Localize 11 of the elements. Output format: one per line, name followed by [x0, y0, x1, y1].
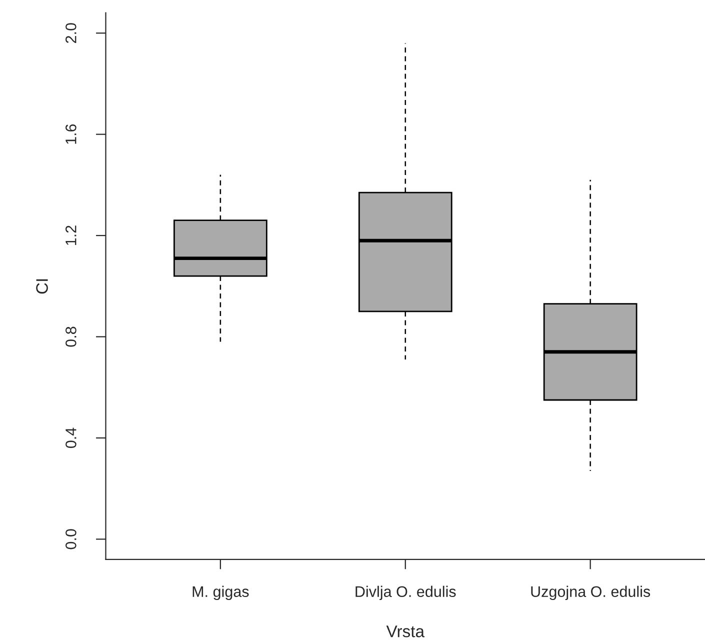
y-tick-label: 0.8 [66, 326, 76, 347]
x-axis-title: Vrsta [386, 626, 425, 638]
y-tick-label: 1.2 [66, 226, 76, 245]
x-tick-label: Divlja O. edulis [356, 586, 456, 600]
y-tick-label: 0.0 [66, 529, 76, 550]
y-axis-title: CI [36, 279, 48, 294]
y-tick-label: 2.0 [66, 23, 76, 43]
x-tick-label: Uzgojna O. edulis [531, 586, 650, 600]
x-tick-label: M. gigas [192, 586, 249, 600]
y-tick-label: 1.6 [66, 124, 76, 144]
y-tick-label: 0.4 [66, 428, 76, 448]
